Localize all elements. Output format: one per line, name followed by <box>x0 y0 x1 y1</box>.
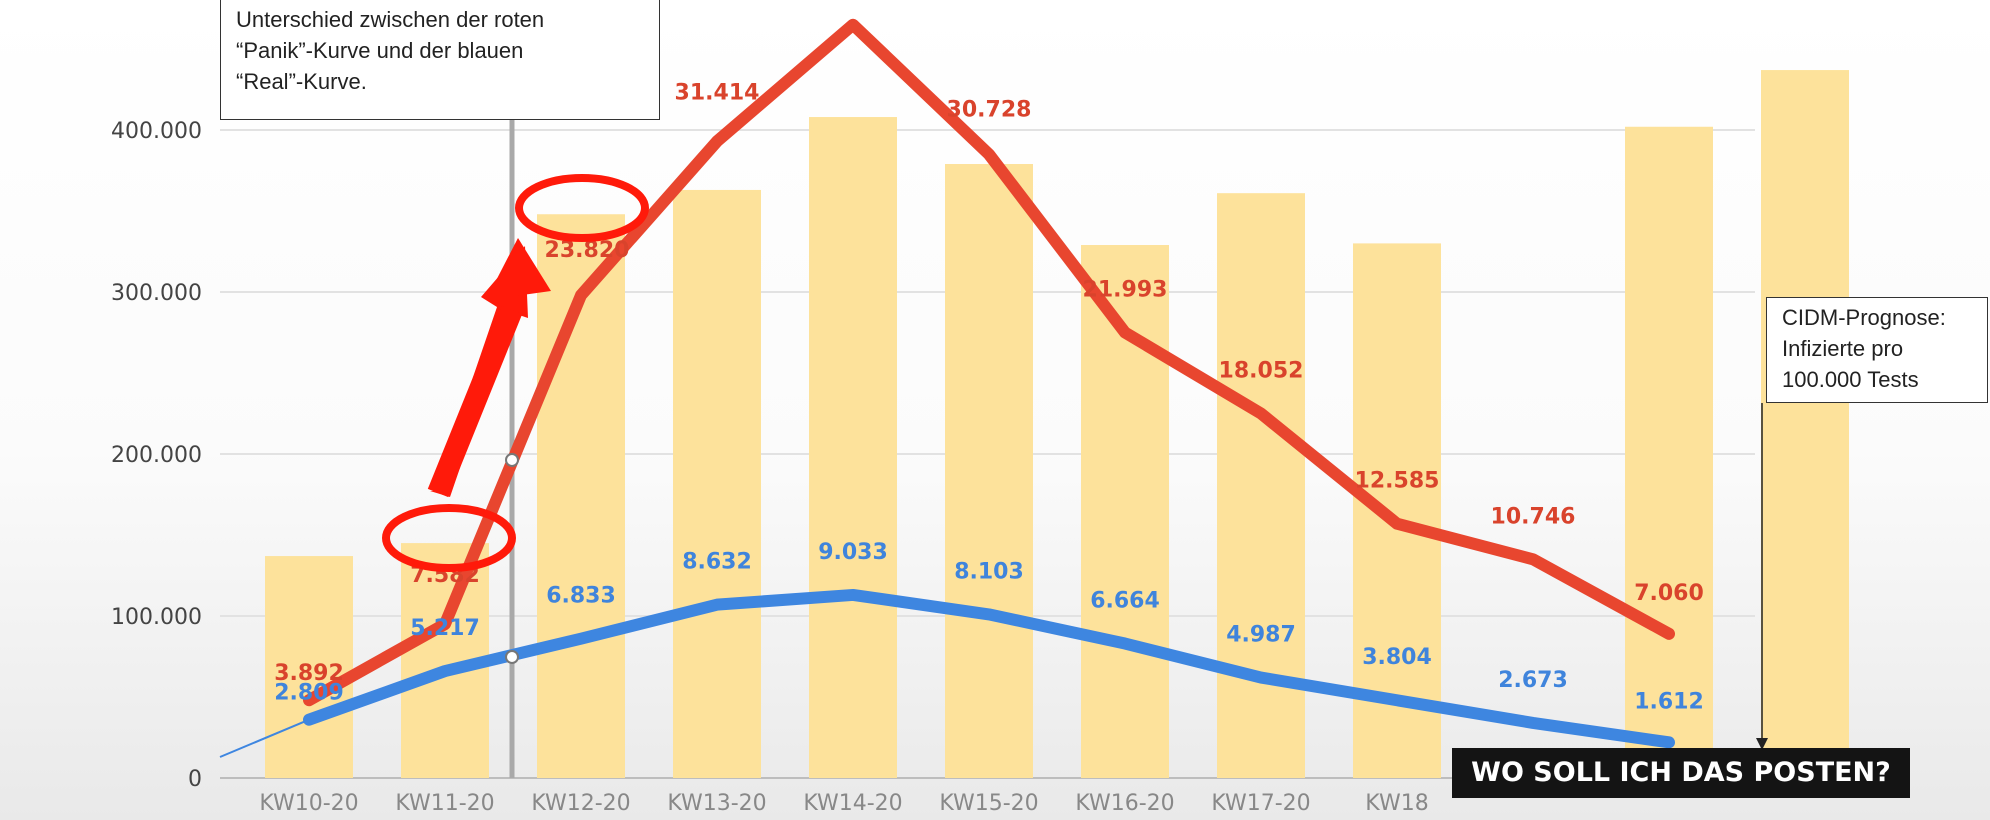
data-label: 8.103 <box>954 559 1024 584</box>
x-tick-label: KW14-20 <box>803 791 902 816</box>
bar <box>1625 126 1713 778</box>
data-labels: 3.8927.58223.82031.41430.72821.99318.052… <box>274 80 1704 714</box>
x-tick-label: KW16-20 <box>1075 791 1174 816</box>
arrow-head <box>486 238 551 300</box>
data-label: 9.033 <box>818 540 888 565</box>
y-tick-label: 200.000 <box>111 443 202 468</box>
marker-point-red <box>505 453 519 467</box>
data-label: 23.820 <box>545 238 630 263</box>
data-label: 6.833 <box>546 584 616 609</box>
data-label: 6.664 <box>1090 589 1160 614</box>
bar-series <box>265 70 1849 779</box>
data-label: 3.804 <box>1362 645 1432 670</box>
data-label: 7.060 <box>1634 581 1704 606</box>
data-label: 3.892 <box>274 661 344 686</box>
data-label: 2.673 <box>1498 668 1568 693</box>
y-tick-label: 300.000 <box>111 281 202 306</box>
data-label: 1.612 <box>1634 689 1704 714</box>
bar <box>1217 193 1305 778</box>
bar <box>945 164 1033 778</box>
bar <box>1353 243 1441 778</box>
bar <box>1761 70 1849 778</box>
y-tick-label: 0 <box>188 767 202 792</box>
blue-line <box>303 588 1675 749</box>
banner-question: WO SOLL ICH DAS POSTEN? <box>1452 748 1910 798</box>
x-tick-label: KW15-20 <box>939 791 1038 816</box>
x-tick-label: KW18 <box>1365 791 1428 816</box>
x-tick-label: KW13-20 <box>667 791 766 816</box>
data-label: 31.414 <box>675 80 760 105</box>
annotation-box-right: CIDM-Prognose: Infizierte pro 100.000 Te… <box>1766 297 1988 403</box>
data-label: 18.052 <box>1219 359 1304 384</box>
highlight-annotations <box>382 174 649 572</box>
y-axis: 0 100.000 200.000 300.000 400.000 <box>111 119 202 792</box>
x-tick-label: KW11-20 <box>395 791 494 816</box>
data-label: 5.217 <box>410 616 480 641</box>
marker-point-blue <box>505 650 519 664</box>
arrow-shaft <box>427 305 523 498</box>
y-tick-label: 400.000 <box>111 119 202 144</box>
data-label: 30.728 <box>947 97 1032 122</box>
data-label: 2.809 <box>274 681 344 706</box>
data-label: 8.632 <box>682 550 752 575</box>
bar <box>265 556 353 778</box>
x-axis: KW10-20 KW11-20 KW12-20 KW13-20 KW14-20 KW15-… <box>259 791 1428 816</box>
pointer-arrowhead <box>1756 738 1768 750</box>
data-label: 10.746 <box>1491 504 1576 529</box>
annotation-box-top: Unterschied zwischen der roten “Panik”-K… <box>220 0 660 120</box>
red-line <box>303 18 1675 707</box>
x-tick-label: KW12-20 <box>531 791 630 816</box>
highlight-ellipse-upper <box>515 174 649 242</box>
trend-extension <box>219 718 310 758</box>
data-label: 4.987 <box>1226 623 1296 648</box>
bar <box>673 189 761 778</box>
highlight-ellipse-lower <box>382 504 516 572</box>
data-label: 21.993 <box>1083 278 1168 303</box>
line-series <box>219 18 1675 758</box>
x-tick-label: KW10-20 <box>259 791 358 816</box>
data-label: 12.585 <box>1355 469 1440 494</box>
x-tick-label: KW17-20 <box>1211 791 1310 816</box>
y-tick-label: 100.000 <box>111 605 202 630</box>
bar <box>809 117 897 779</box>
